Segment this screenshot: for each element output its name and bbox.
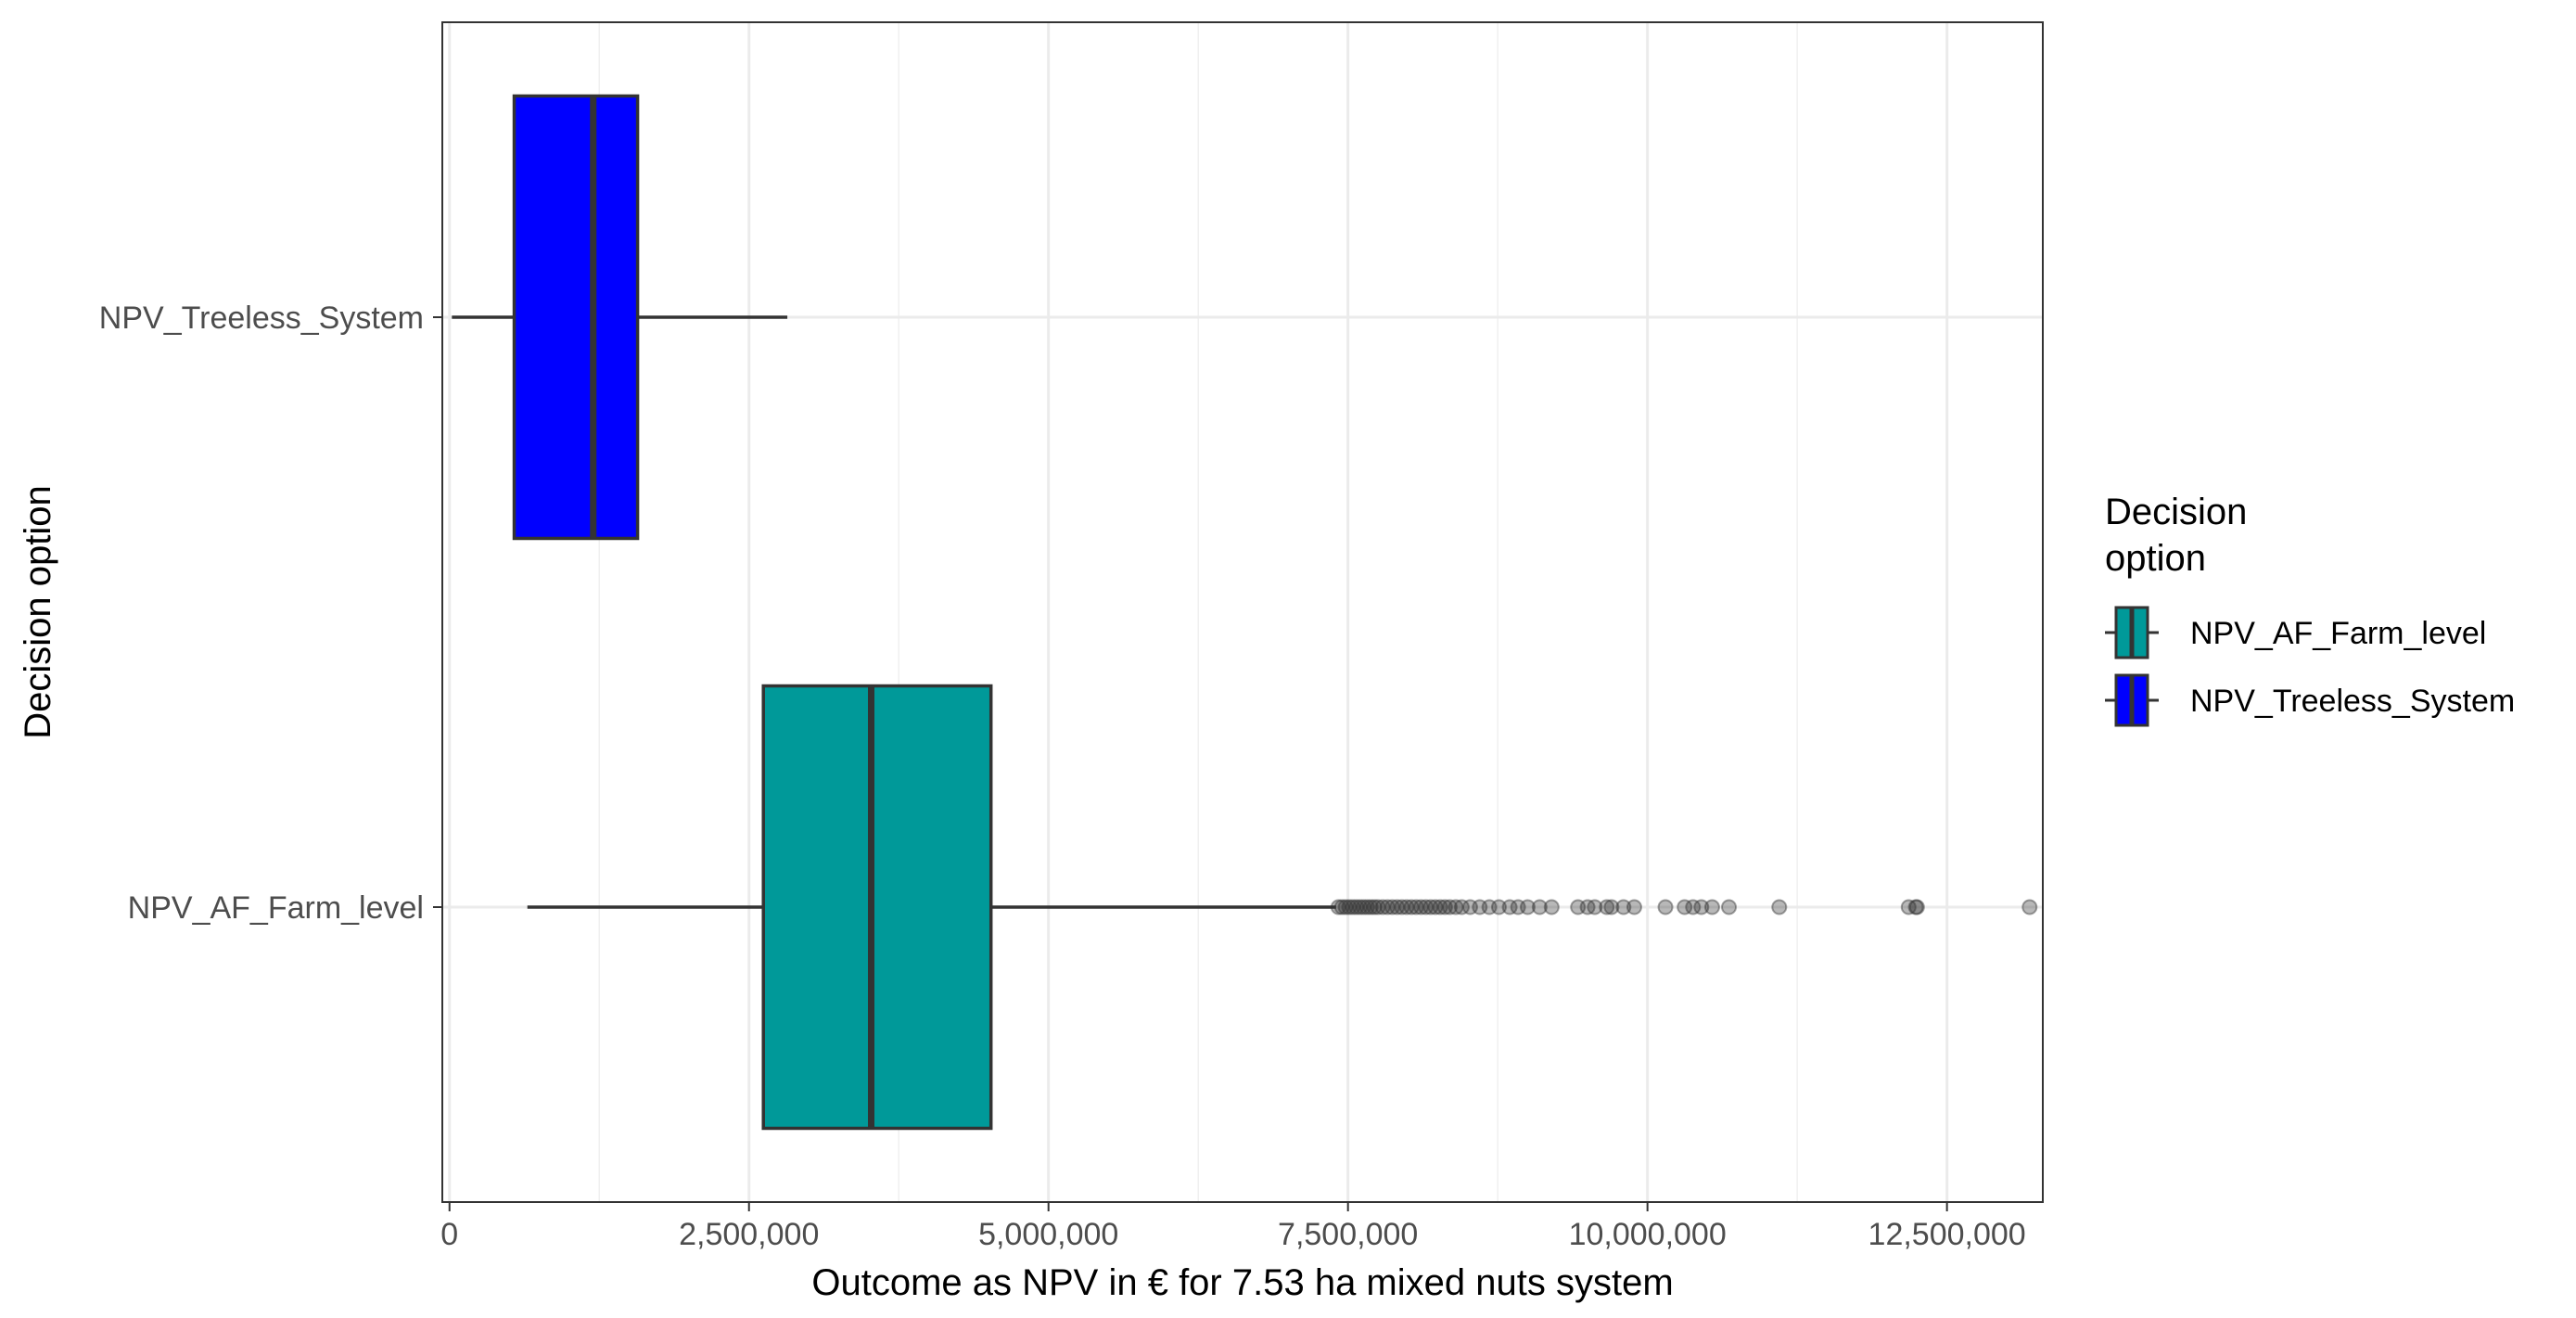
axis-layer: 0 2,500,000 5,000,000 7,500,000 10,000,000 12… bbox=[99, 301, 2026, 1252]
outlier-point bbox=[1771, 899, 1788, 915]
outlier-point bbox=[1398, 899, 1415, 915]
x-tick-label: 12,500,000 bbox=[1868, 1217, 2026, 1252]
outlier-point bbox=[1900, 899, 1917, 915]
outlier-point bbox=[1519, 899, 1536, 915]
box-iqr bbox=[761, 684, 993, 1131]
outlier-point bbox=[1362, 899, 1379, 915]
outlier-point bbox=[1461, 899, 1478, 915]
outlier-point bbox=[1685, 899, 1702, 915]
outlier-point bbox=[1626, 899, 1642, 915]
outlier-point bbox=[1908, 899, 1925, 915]
legend-label: NPV_Treeless_System bbox=[2190, 684, 2515, 719]
x-tick-label: 2,500,000 bbox=[679, 1217, 819, 1252]
outlier-point bbox=[1579, 899, 1596, 915]
outlier-point bbox=[1599, 899, 1615, 915]
legend-label: NPV_AF_Farm_level bbox=[2190, 616, 2486, 651]
legend: Decision option NPV_AF_Farm_level NPV_Treel… bbox=[2105, 492, 2515, 727]
box-npv-treeless-system bbox=[452, 94, 788, 541]
outlier-point bbox=[1348, 899, 1365, 915]
outlier-point bbox=[1337, 899, 1354, 915]
legend-entry-npv-af-farm-level: NPV_AF_Farm_level bbox=[2105, 606, 2486, 659]
outlier-point bbox=[1370, 899, 1386, 915]
outlier-point bbox=[1374, 899, 1391, 915]
legend-title: Decision bbox=[2105, 492, 2247, 532]
outlier-point bbox=[1442, 899, 1459, 915]
outlier-point bbox=[1447, 899, 1464, 915]
outlier-point bbox=[1422, 899, 1439, 915]
x-tick-label: 10,000,000 bbox=[1569, 1217, 1727, 1252]
y-tick-label: NPV_AF_Farm_level bbox=[128, 890, 424, 926]
outlier-point bbox=[1408, 899, 1424, 915]
outlier-point bbox=[1341, 899, 1358, 915]
outlier-point bbox=[1389, 899, 1406, 915]
outlier-point bbox=[1394, 899, 1410, 915]
outlier-point bbox=[1531, 899, 1548, 915]
box-npv-af-farm-level bbox=[527, 684, 2038, 1131]
outlier-point bbox=[1427, 899, 1444, 915]
outlier-point bbox=[2021, 899, 2038, 915]
outlier-point bbox=[1657, 899, 1674, 915]
outlier-point bbox=[1453, 899, 1470, 915]
outlier-point bbox=[1352, 899, 1369, 915]
outlier-point bbox=[1501, 899, 1518, 915]
outlier-point bbox=[1603, 899, 1620, 915]
outlier-point bbox=[1510, 899, 1526, 915]
outlier-point bbox=[1587, 899, 1603, 915]
outlier-point bbox=[1721, 899, 1738, 915]
outlier-point bbox=[1432, 899, 1448, 915]
legend-entry-npv-treeless-system: NPV_Treeless_System bbox=[2105, 673, 2515, 727]
outlier-point bbox=[1677, 899, 1693, 915]
outlier-point bbox=[1703, 899, 1720, 915]
panel-border bbox=[441, 21, 2044, 1203]
outlier-point bbox=[1403, 899, 1420, 915]
outlier-point bbox=[1481, 899, 1498, 915]
outlier-point bbox=[1384, 899, 1400, 915]
x-axis-title: Outcome as NPV in € for 7.53 ha mixed nu… bbox=[811, 1262, 1673, 1303]
outlier-point bbox=[1345, 899, 1361, 915]
x-tick-label: 5,000,000 bbox=[978, 1217, 1118, 1252]
box-iqr bbox=[512, 94, 640, 541]
outlier-point bbox=[1615, 899, 1632, 915]
outlier-point bbox=[1366, 899, 1383, 915]
outlier-point bbox=[1693, 899, 1710, 915]
outlier-point bbox=[1418, 899, 1435, 915]
outlier-point bbox=[1333, 899, 1350, 915]
y-tick-label: NPV_Treeless_System bbox=[99, 301, 424, 336]
outlier-point bbox=[1570, 899, 1587, 915]
outlier-point bbox=[1490, 899, 1507, 915]
outlier-point bbox=[1358, 899, 1375, 915]
x-tick-label: 0 bbox=[440, 1217, 458, 1252]
outlier-point bbox=[1472, 899, 1488, 915]
box-layer bbox=[452, 94, 2038, 1131]
outlier-point bbox=[1907, 899, 1924, 915]
y-axis-title: Decision option bbox=[18, 485, 58, 739]
outlier-point bbox=[1543, 899, 1560, 915]
outlier-point bbox=[1355, 899, 1371, 915]
outlier-point bbox=[1412, 899, 1429, 915]
outlier-point bbox=[1379, 899, 1396, 915]
outlier-point bbox=[1436, 899, 1453, 915]
outlier-point bbox=[1330, 899, 1346, 915]
x-tick-label: 7,500,000 bbox=[1278, 1217, 1418, 1252]
legend-title: option bbox=[2105, 538, 2206, 579]
